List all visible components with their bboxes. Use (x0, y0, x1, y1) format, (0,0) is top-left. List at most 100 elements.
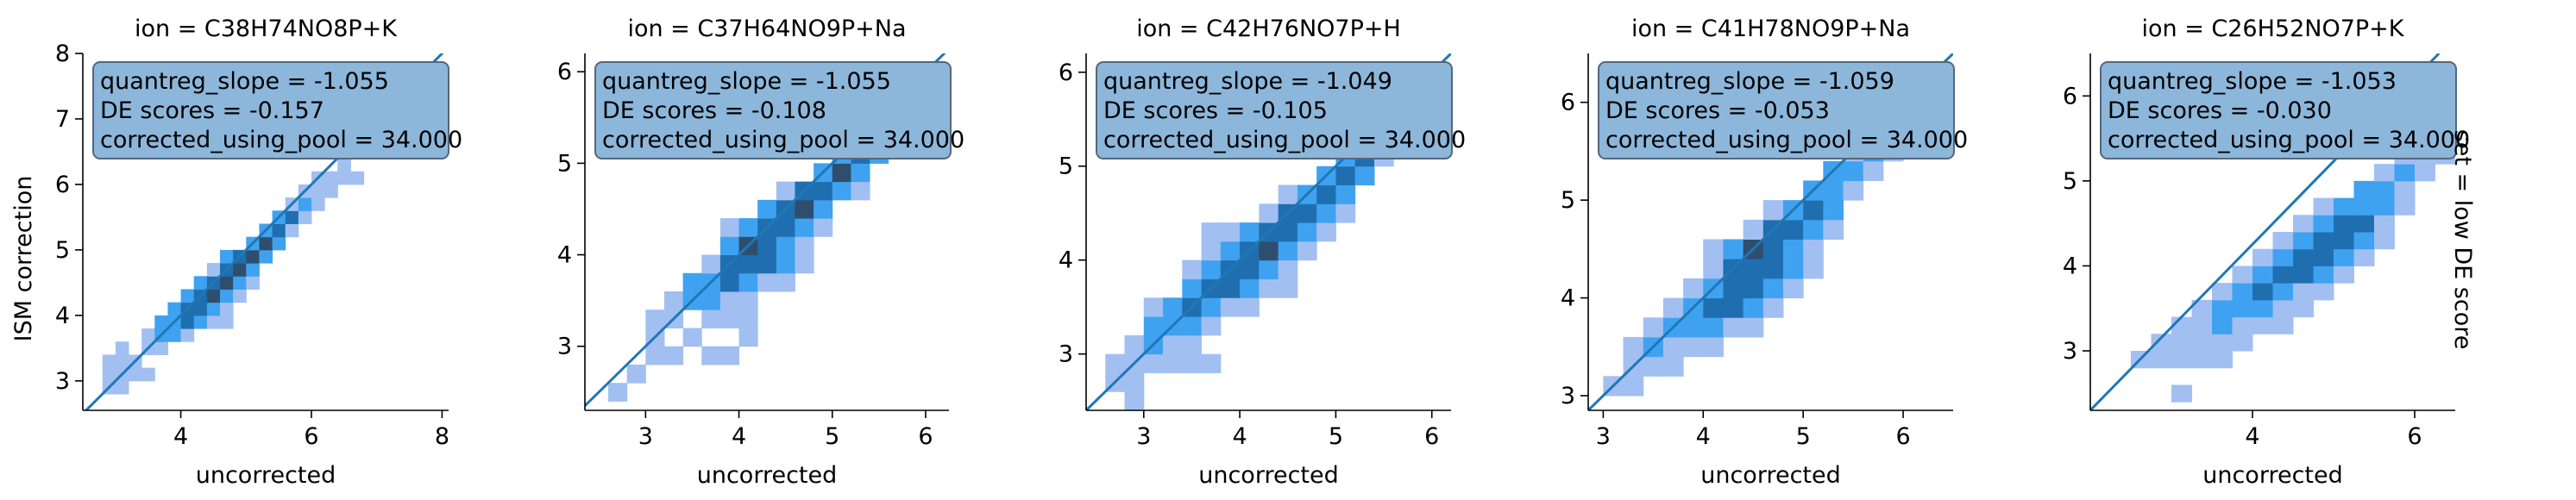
histogram-bin (1124, 391, 1145, 410)
y-tick-label: 6 (2063, 83, 2077, 109)
y-tick-label: 4 (2063, 253, 2077, 279)
x-tick-label: 6 (918, 423, 933, 450)
histogram-bin (1163, 353, 1183, 373)
histogram-bin (233, 276, 247, 290)
stats-box (1598, 61, 1955, 159)
x-axis-label: uncorrected (196, 462, 336, 489)
y-tick-label: 5 (55, 237, 70, 264)
histogram-bin (1278, 184, 1298, 204)
histogram-bin (1201, 316, 1222, 336)
histogram-bin (298, 197, 312, 211)
histogram-bin (2374, 232, 2395, 250)
histogram-bin (719, 272, 740, 292)
x-tick-label: 8 (435, 423, 449, 450)
stats-text: quantreg_slope = -1.055 (100, 68, 389, 95)
histogram-bin (1723, 317, 1744, 338)
stats-text: quantreg_slope = -1.053 (2108, 68, 2397, 95)
x-tick-label: 3 (1596, 423, 1611, 450)
histogram-bin (1278, 222, 1298, 242)
histogram-bin (154, 315, 168, 329)
histogram-bin (1623, 376, 1644, 397)
histogram-bin (1201, 259, 1222, 279)
histogram-bin (246, 276, 260, 290)
histogram-bin (663, 291, 684, 310)
histogram-bin (1143, 316, 1164, 336)
histogram-bin (1143, 353, 1164, 373)
histogram-bin (193, 315, 208, 329)
histogram-bin (719, 309, 740, 328)
histogram-bin (2293, 283, 2314, 301)
y-tick-label: 7 (55, 106, 70, 133)
histogram-bin (719, 236, 740, 256)
histogram-bin (1278, 278, 1298, 298)
histogram-bin (2191, 334, 2213, 352)
histogram-bin (1354, 166, 1375, 186)
histogram-bin (738, 272, 758, 292)
histogram-bin (1762, 297, 1784, 318)
histogram-bin (193, 302, 208, 316)
histogram-bin (115, 341, 129, 355)
histogram-bin (2334, 197, 2354, 216)
x-axis-label: uncorrected (1700, 462, 1841, 489)
histogram-bin (2232, 266, 2253, 284)
histogram-bin (1105, 353, 1126, 373)
histogram-bin (2313, 215, 2334, 233)
histogram-bin (645, 309, 665, 328)
histogram-bin (1335, 184, 1356, 204)
histogram-bin (115, 380, 129, 395)
histogram-bin (738, 291, 758, 310)
y-tick-label: 6 (1059, 59, 1073, 86)
histogram-bin (180, 315, 195, 329)
histogram-bin (2151, 351, 2172, 369)
histogram-bin (1623, 336, 1644, 358)
histogram-bin (2232, 299, 2253, 318)
x-tick-label: 4 (173, 423, 188, 450)
histogram-bin (2374, 180, 2395, 199)
histogram-bin (776, 272, 795, 292)
histogram-bin (2212, 316, 2233, 334)
histogram-bin (2334, 215, 2354, 233)
histogram-bin (1316, 222, 1336, 242)
stats-text: DE scores = -0.105 (1103, 97, 1328, 124)
histogram-bin (1163, 334, 1183, 355)
stats-text: DE scores = -0.108 (602, 97, 826, 124)
histogram-bin (1723, 239, 1744, 259)
histogram-bin (2313, 197, 2334, 216)
histogram-bin (2191, 351, 2213, 369)
histogram-bin (1683, 278, 1704, 299)
histogram-bin (2272, 299, 2294, 318)
histogram-bin (141, 367, 155, 382)
panel-title: ion = C41H78NO9P+Na (1631, 16, 1910, 42)
x-tick-label: 6 (1895, 423, 1910, 450)
histogram-bin (851, 181, 870, 201)
histogram-bin (2212, 351, 2233, 369)
histogram-bin (1823, 200, 1844, 221)
histogram-bin (2394, 164, 2416, 182)
y-tick-label: 3 (1561, 383, 1575, 409)
histogram-bin (1220, 297, 1241, 317)
histogram-bin (2293, 299, 2314, 318)
histogram-bin (719, 346, 740, 366)
histogram-bin (2232, 334, 2253, 352)
panel-title: ion = C26H52NO7P+K (2141, 16, 2404, 42)
histogram-bin (1762, 278, 1784, 299)
histogram-bin (220, 289, 234, 303)
stats-text: quantreg_slope = -1.059 (1605, 68, 1894, 95)
histogram-bin (1703, 317, 1724, 338)
histogram-bin (2353, 232, 2375, 250)
histogram-bin (814, 218, 833, 237)
histogram-bin (1220, 222, 1241, 242)
histogram-bin (2151, 334, 2172, 352)
histogram-bin (738, 328, 758, 347)
x-tick-label: 6 (1424, 423, 1439, 450)
row-facet-label: set = low DE score (2449, 130, 2476, 350)
histogram-bin (2191, 316, 2213, 334)
histogram-bin (1743, 317, 1764, 338)
histogram-bin (1297, 241, 1317, 261)
histogram-bin (851, 163, 870, 183)
histogram-bin (1803, 200, 1824, 221)
histogram-bin (2212, 299, 2233, 318)
histogram-bin (1703, 239, 1724, 259)
histogram-bin (272, 223, 286, 238)
